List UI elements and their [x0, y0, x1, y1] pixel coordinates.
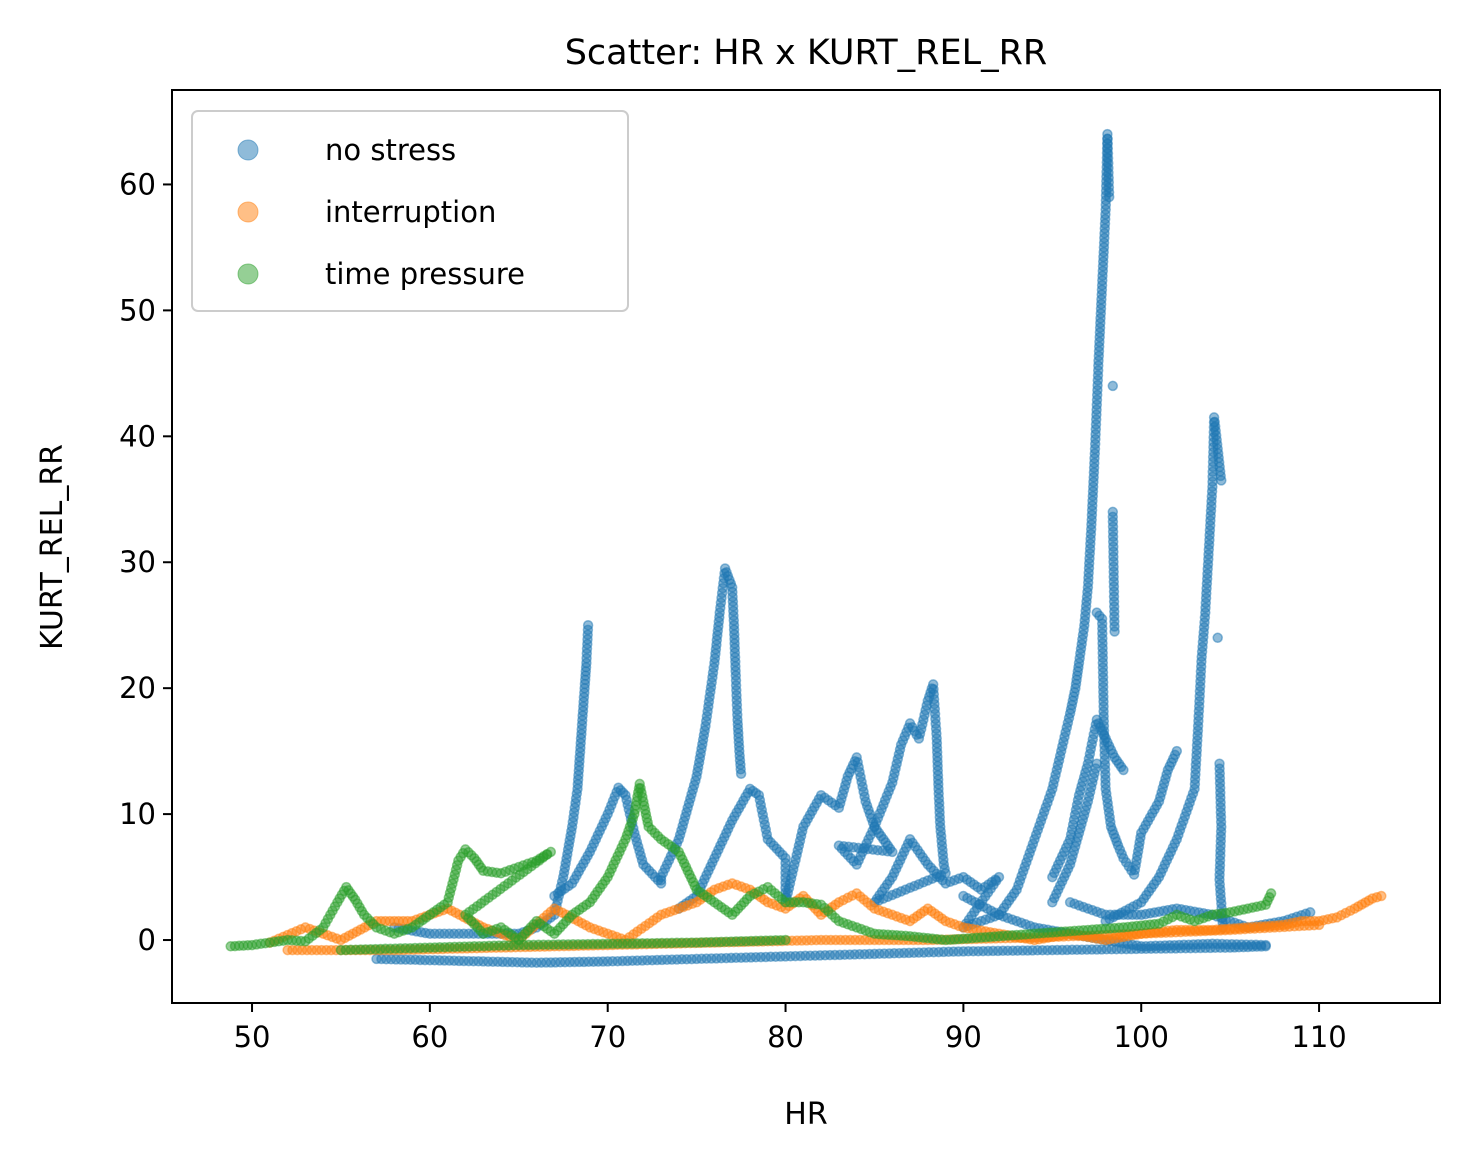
- data-point-no-stress: [1118, 764, 1129, 776]
- legend-marker-interruption: [237, 201, 259, 223]
- x-axis: 50 60 70 80 90 100 110: [234, 1003, 1347, 1054]
- legend: no stress interruption time pressure: [191, 110, 629, 312]
- data-point-no-stress: [1216, 475, 1227, 486]
- y-tick-label: 30: [119, 545, 156, 579]
- y-tick-label: 0: [138, 923, 156, 957]
- x-tick-label: 80: [767, 1020, 804, 1054]
- data-point-no-stress: [1304, 907, 1316, 918]
- y-tick-label: 20: [119, 671, 156, 705]
- data-point-no-stress: [1107, 380, 1119, 392]
- y-tick-label: 40: [119, 419, 156, 453]
- y-tick-label: 60: [119, 167, 156, 201]
- plot-area-frame: [171, 89, 1441, 1004]
- data-point-interruption: [1376, 890, 1387, 902]
- data-point-no-stress: [735, 768, 747, 780]
- x-tick-label: 90: [945, 1020, 982, 1054]
- y-axis: 0 10 20 30 40 50 60: [119, 167, 172, 957]
- y-tick-label: 50: [119, 293, 156, 327]
- legend-marker-no-stress: [237, 139, 259, 161]
- chart-title: Scatter: HR x KURT_REL_RR: [565, 33, 1048, 73]
- x-axis-label: HR: [784, 1097, 827, 1132]
- legend-marker-time-pressure: [237, 263, 259, 285]
- data-point-interruption: [1313, 919, 1325, 931]
- data-point-time-pressure: [780, 934, 791, 946]
- legend-label-interruption: interruption: [325, 195, 496, 229]
- legend-label-no-stress: no stress: [325, 133, 456, 167]
- x-tick-label: 60: [411, 1020, 448, 1054]
- y-axis-label: KURT_REL_RR: [35, 444, 70, 650]
- data-point-time-pressure: [1265, 888, 1277, 899]
- legend-label-time-pressure: time pressure: [325, 257, 525, 291]
- legend-box: [191, 110, 629, 312]
- series-time-pressure: [225, 778, 1277, 956]
- data-point-no-stress: [1212, 632, 1223, 644]
- data-point-no-stress: [582, 619, 594, 631]
- series-no-stress: [371, 128, 1316, 968]
- y-tick-label: 10: [119, 797, 156, 831]
- x-tick-label: 50: [234, 1020, 271, 1054]
- data-point-no-stress: [1171, 745, 1183, 757]
- data-point-no-stress: [1103, 191, 1115, 203]
- data-point-no-stress: [1109, 626, 1120, 637]
- data-point-no-stress: [1260, 939, 1271, 951]
- x-tick-label: 110: [1291, 1020, 1346, 1054]
- x-tick-label: 70: [589, 1020, 626, 1054]
- x-tick-label: 100: [1114, 1020, 1169, 1054]
- points-layer: [225, 128, 1387, 968]
